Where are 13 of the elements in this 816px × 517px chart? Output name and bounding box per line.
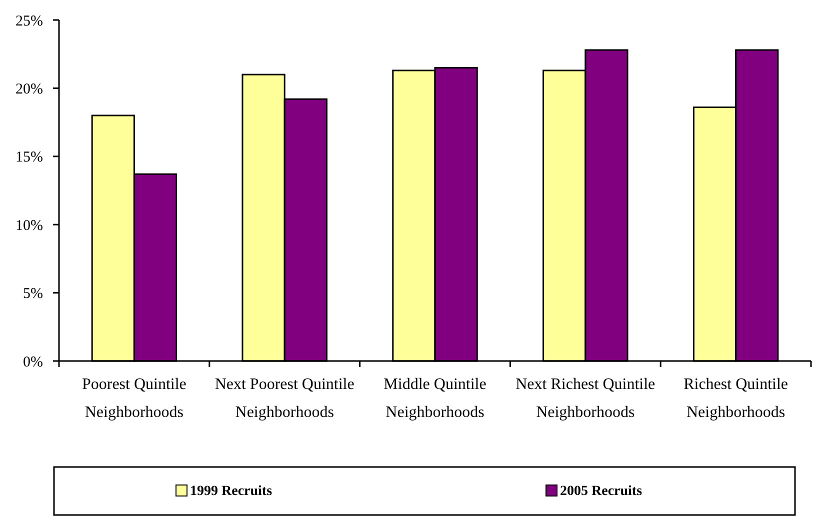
x-tick-label: Middle Quintile Neighborhoods [384, 376, 486, 421]
x-tick-label: Poorest Quintile Neighborhoods [82, 376, 186, 421]
y-tick-label: 15% [16, 150, 43, 166]
legend-label: 1999 Recruits [190, 484, 273, 499]
y-tick-label: 25% [16, 13, 43, 30]
y-tick-label: 20% [16, 81, 43, 98]
x-tick-label: Next Richest Quintile Neighborhoods [516, 376, 656, 421]
y-tick-label: 5% [23, 286, 43, 302]
legend-label: 2005 Recruits [560, 484, 643, 499]
x-tick-label: Next Poorest Quintile Neighborhoods [214, 376, 354, 421]
y-tick-label: 0% [23, 354, 43, 370]
y-tick-label: 10% [16, 218, 43, 234]
x-tick-label: Richest Quintile Neighborhoods [684, 376, 788, 421]
